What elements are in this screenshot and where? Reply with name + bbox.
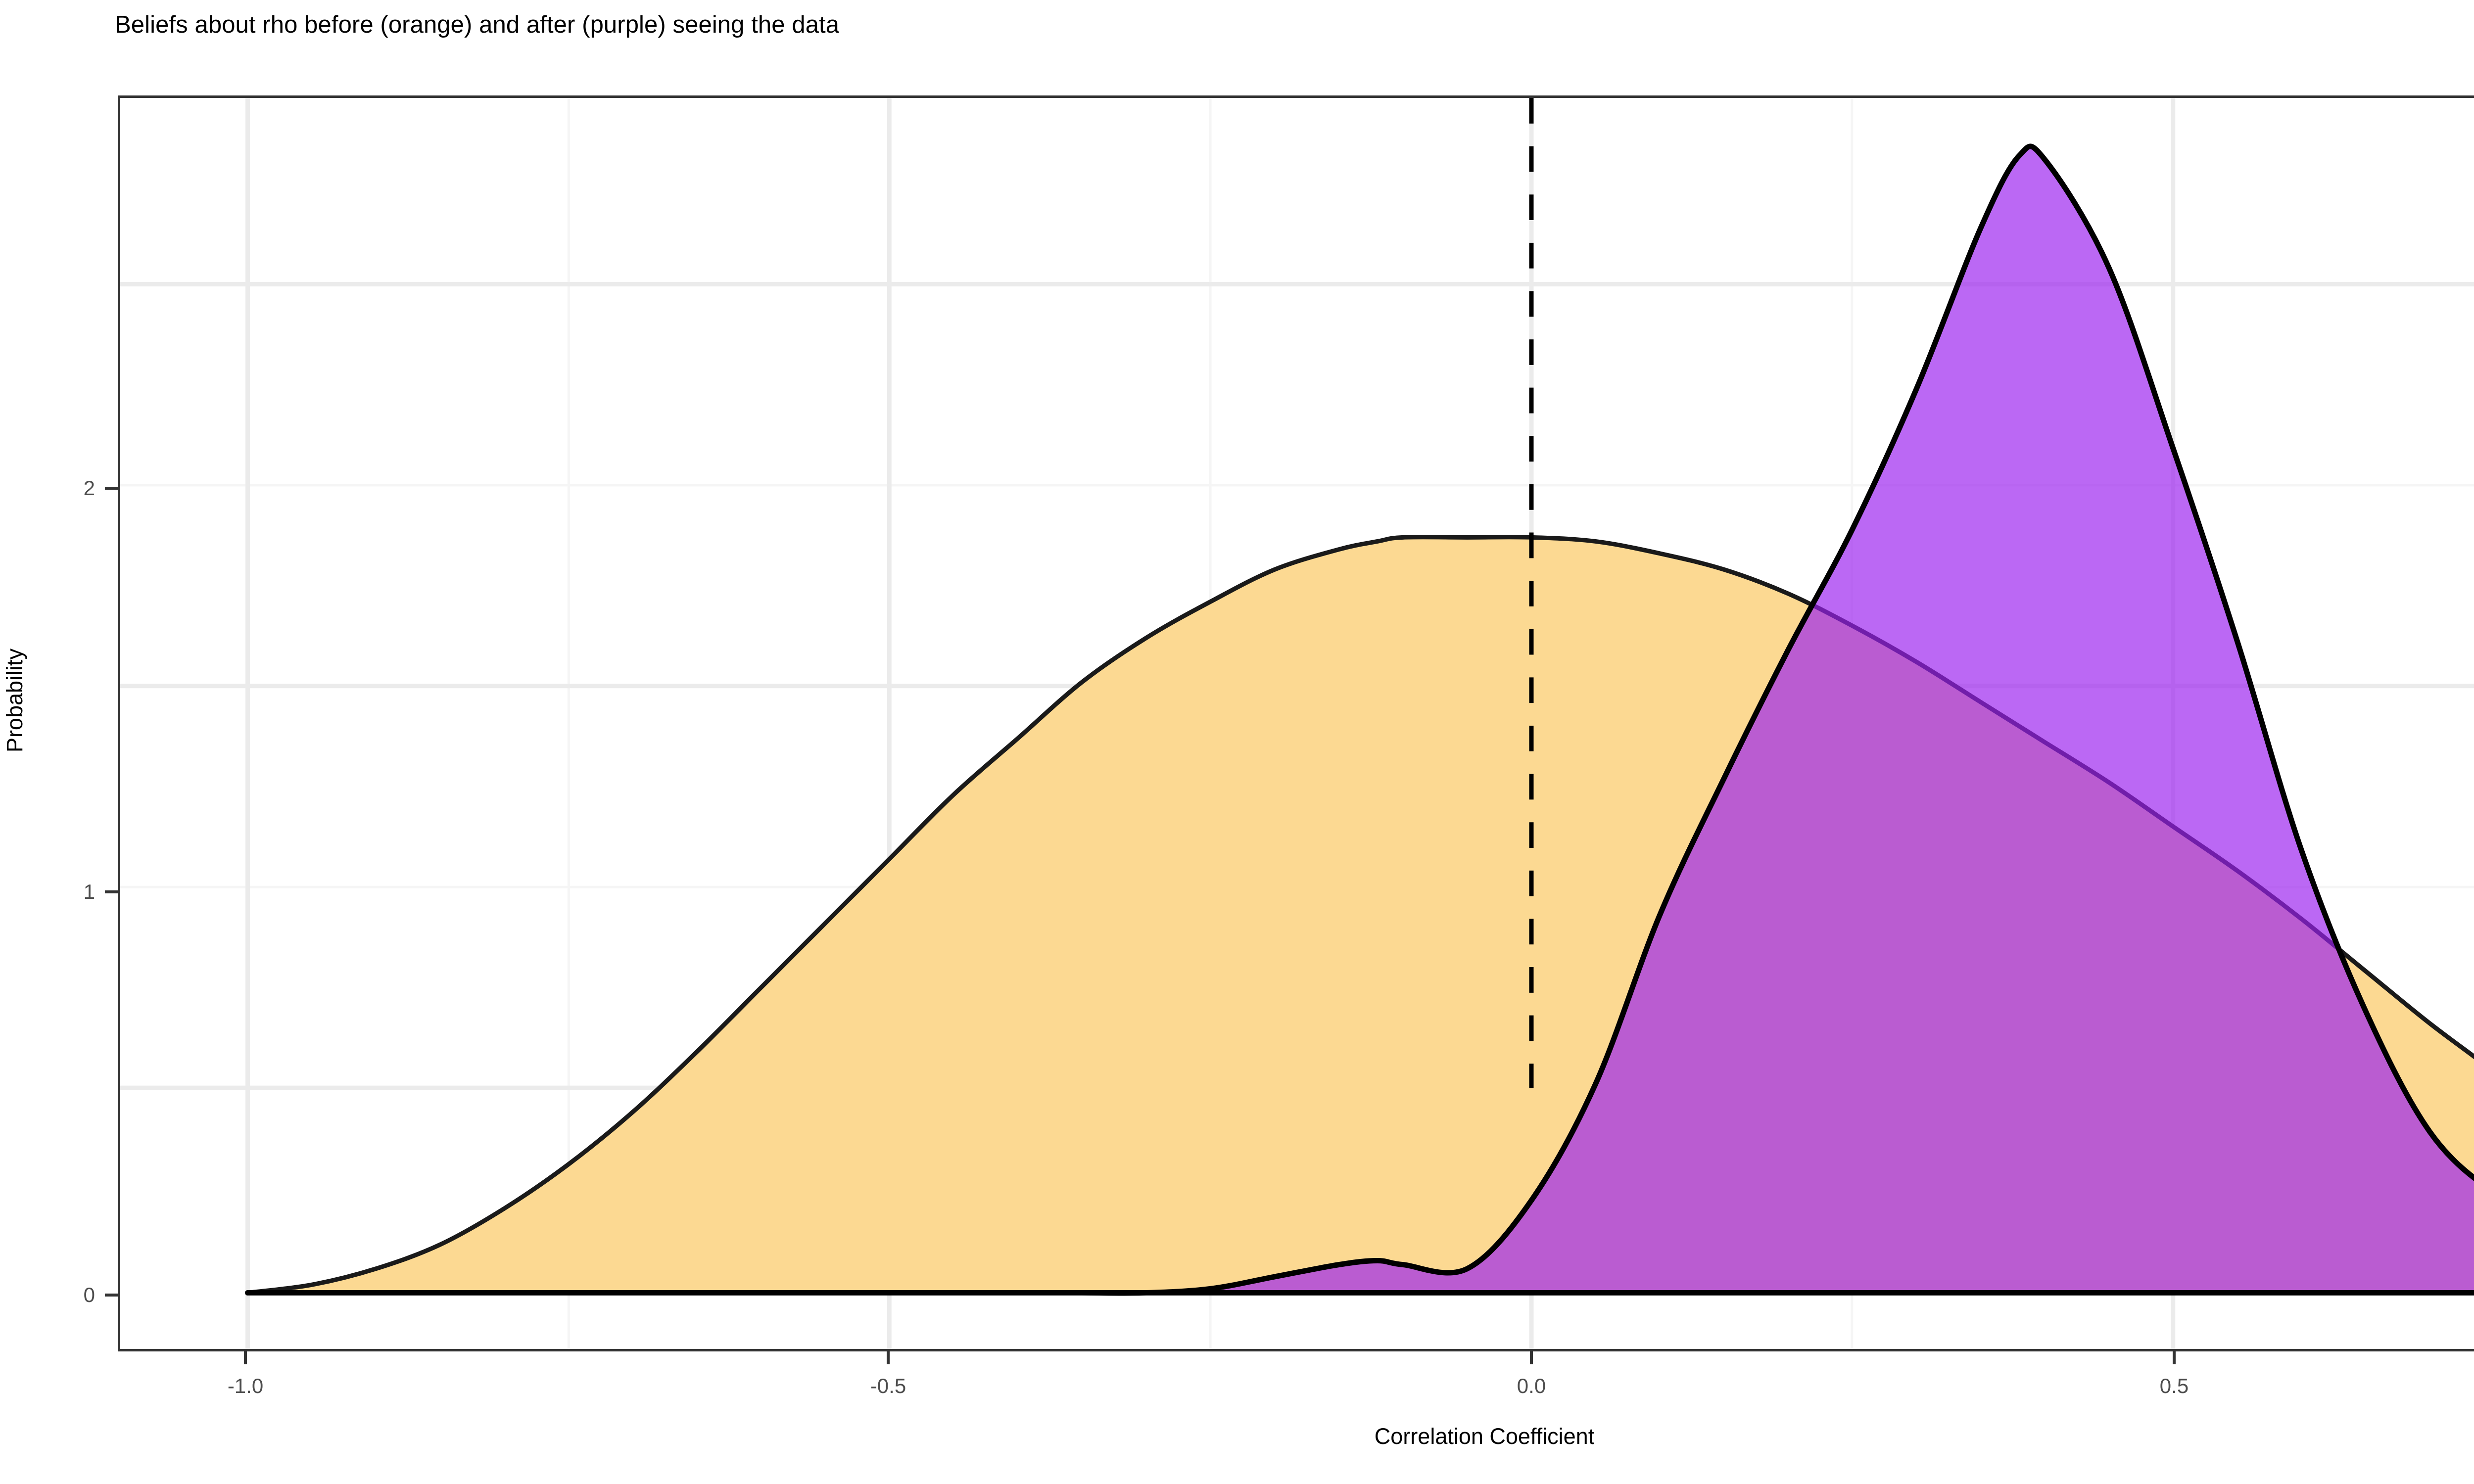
ytick-mark-0 (105, 1294, 118, 1297)
xtick-label-neg1: -1.0 (227, 1374, 264, 1397)
ytick-label-2: 2 (83, 476, 95, 500)
xtick-label-05: 0.5 (2159, 1374, 2189, 1397)
y-axis-label: Probability (2, 648, 27, 753)
plot-canvas (120, 98, 2474, 1349)
posterior-density-area (245, 143, 2474, 1296)
xtick-label-neg05: -0.5 (870, 1374, 906, 1397)
xtick-mark-05 (2173, 1351, 2176, 1364)
xtick-label-0: 0.0 (1517, 1374, 1546, 1397)
plot-panel (118, 95, 2474, 1351)
page-title: Beliefs about rho before (orange) and af… (115, 11, 840, 38)
xtick-mark-0 (1530, 1351, 1533, 1364)
ytick-mark-1 (105, 890, 118, 893)
xtick-mark-neg05 (887, 1351, 890, 1364)
x-axis-label: Correlation Coefficient (1374, 1424, 1595, 1449)
ytick-mark-2 (105, 487, 118, 490)
xtick-mark-neg1 (244, 1351, 247, 1364)
ytick-label-0: 0 (83, 1283, 95, 1306)
ytick-label-1: 1 (83, 880, 95, 903)
